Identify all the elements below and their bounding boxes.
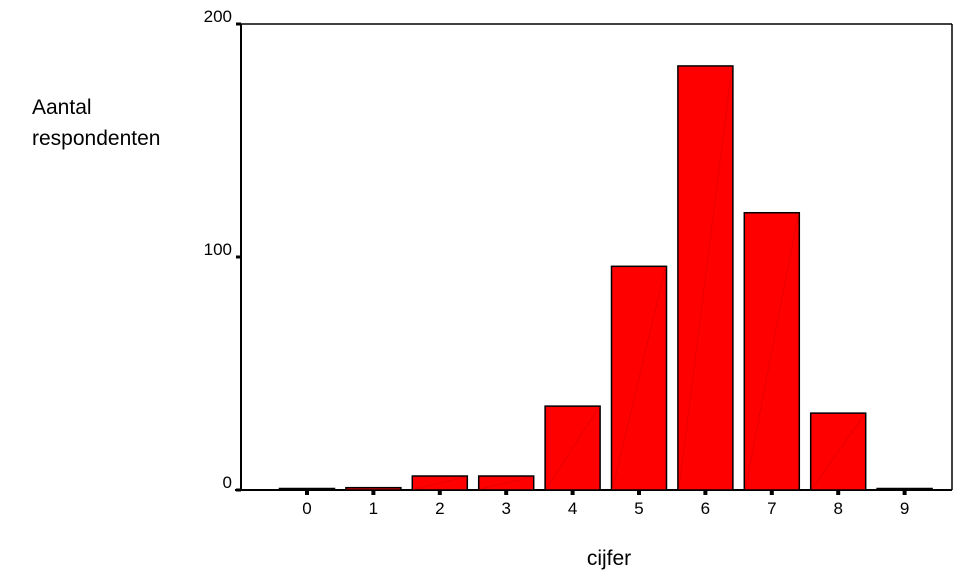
x-tick-label: 0 xyxy=(302,499,311,518)
y-axis-title-line-1: Aantal xyxy=(32,96,92,119)
y-tick-label: 0 xyxy=(223,473,232,492)
y-axis-title-line-2: respondenten xyxy=(32,127,161,150)
y-axis-ticks: 0 100 200 xyxy=(204,7,241,492)
x-tick-label: 1 xyxy=(369,499,378,518)
x-axis-title-text: cijfer xyxy=(586,547,632,570)
x-tick-label: 4 xyxy=(568,499,577,518)
x-tick-label: 6 xyxy=(701,499,710,518)
bar-shading xyxy=(612,267,666,490)
x-tick-label: 7 xyxy=(767,499,776,518)
x-tick-label: 5 xyxy=(634,499,643,518)
chart-bars xyxy=(278,65,933,491)
bar xyxy=(278,487,336,491)
bar-shading xyxy=(678,66,733,490)
bar-shading xyxy=(413,476,467,490)
bar xyxy=(876,487,933,491)
y-tick-label: 200 xyxy=(204,7,232,26)
x-tick-label: 2 xyxy=(435,499,444,518)
x-axis-title: cijfer xyxy=(0,547,962,571)
x-tick-label: 9 xyxy=(900,499,909,518)
x-tick-label: 3 xyxy=(501,499,510,518)
bar-shading xyxy=(811,413,866,490)
y-axis-title: Aantal respondenten xyxy=(32,92,182,154)
bar-shading xyxy=(479,476,533,490)
bar-shading xyxy=(744,213,799,490)
bar-shading xyxy=(545,406,600,490)
y-tick-label: 100 xyxy=(204,240,232,259)
x-tick-label: 8 xyxy=(833,499,842,518)
bar xyxy=(345,486,402,491)
x-axis-ticks: 0 1 2 3 4 5 6 7 8 9 xyxy=(302,490,909,518)
